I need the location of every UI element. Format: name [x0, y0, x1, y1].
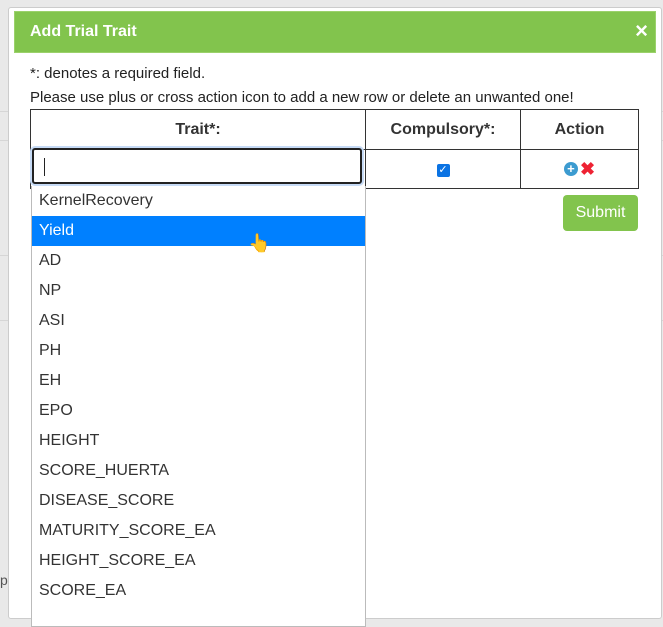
dropdown-option[interactable]: DISEASE_SCORE [39, 492, 175, 509]
dropdown-option[interactable]: PH [39, 342, 62, 359]
required-note: *: denotes a required field. [30, 65, 206, 82]
instructions-note: Please use plus or cross action icon to … [30, 89, 574, 106]
hand-cursor-icon: 👆 [248, 233, 271, 253]
dropdown-option[interactable]: KernelRecovery [39, 192, 153, 209]
compulsory-checkbox[interactable]: ✓ [436, 164, 450, 177]
dropdown-option[interactable]: ASI [39, 312, 65, 329]
dropdown-option[interactable]: SCORE_EA [39, 582, 127, 599]
dialog-title: Add Trial Trait [30, 23, 137, 40]
dropdown-option[interactable]: MATURITY_SCORE_EA [39, 522, 216, 539]
dropdown-option[interactable]: EPO [39, 402, 73, 419]
dropdown-option[interactable]: HEIGHT_SCORE_EA [39, 552, 196, 569]
header-compulsory: Compulsory*: [365, 109, 521, 150]
plus-icon[interactable]: + [563, 162, 578, 176]
background-text: pt [0, 572, 12, 588]
trait-input[interactable] [32, 148, 362, 184]
close-icon[interactable]: × [635, 18, 648, 43]
dropdown-option[interactable]: AD [39, 252, 62, 269]
dropdown-option[interactable]: EH [39, 372, 62, 389]
cross-icon[interactable]: ✖ [579, 159, 596, 179]
dropdown-option[interactable]: NP [39, 282, 62, 299]
submit-button[interactable]: Submit [563, 195, 638, 231]
text-caret [44, 158, 45, 176]
dialog-header: Add Trial Trait × [14, 11, 656, 53]
dropdown-option[interactable]: HEIGHT [39, 432, 100, 449]
add-trial-trait-dialog: Add Trial Trait × *: denotes a required … [8, 7, 662, 627]
trait-dropdown-list: KernelRecovery Yield AD NP ASI PH EH EPO HEIGHT S… [31, 186, 366, 627]
dropdown-option[interactable]: SCORE_HUERTA [39, 462, 170, 479]
header-action: Action [520, 109, 639, 150]
dropdown-option[interactable]: Yield [32, 216, 365, 246]
header-trait: Trait*: [30, 109, 366, 150]
